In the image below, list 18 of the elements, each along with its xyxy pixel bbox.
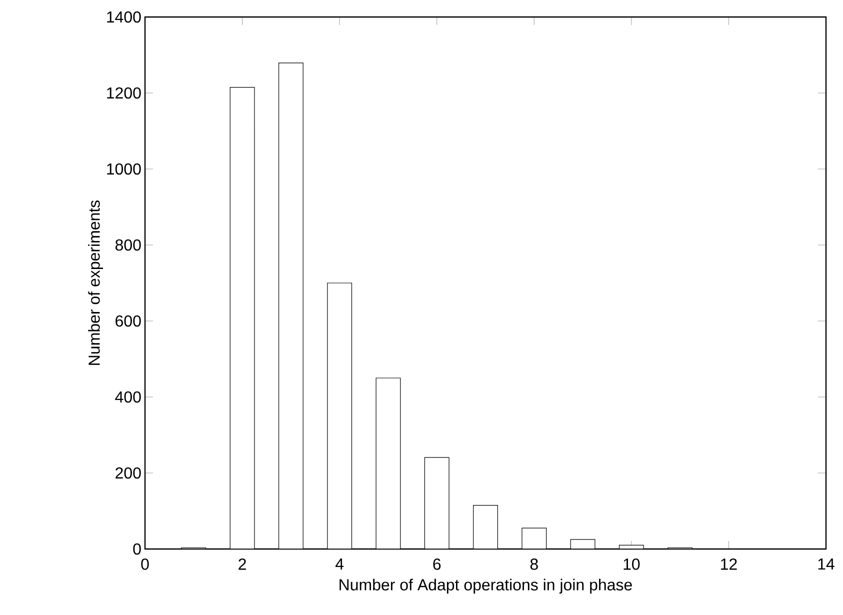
x-tick-label: 2 xyxy=(238,558,246,570)
x-tick-label: 6 xyxy=(433,558,441,570)
x-axis-title: Number of Adapt operations in join phase xyxy=(340,578,632,594)
y-tick-label: 600 xyxy=(116,315,141,327)
y-tick-label: 1000 xyxy=(107,163,141,175)
y-tick-label: 1400 xyxy=(107,11,141,23)
x-tick-label: 4 xyxy=(335,558,344,570)
x-tick-label: 0 xyxy=(141,558,149,570)
x-tick-label: 8 xyxy=(530,558,538,570)
y-tick-label: 200 xyxy=(116,467,141,479)
y-axis-title: Number of experiments xyxy=(88,200,104,365)
x-tick-label: 12 xyxy=(721,558,737,570)
x-tick-label: 10 xyxy=(624,558,640,570)
y-tick-label: 1200 xyxy=(107,87,141,99)
x-tick-label: 14 xyxy=(818,558,834,570)
y-tick-label: 0 xyxy=(133,543,141,555)
y-tick-label: 800 xyxy=(115,239,141,251)
y-tick-label: 400 xyxy=(115,391,141,403)
